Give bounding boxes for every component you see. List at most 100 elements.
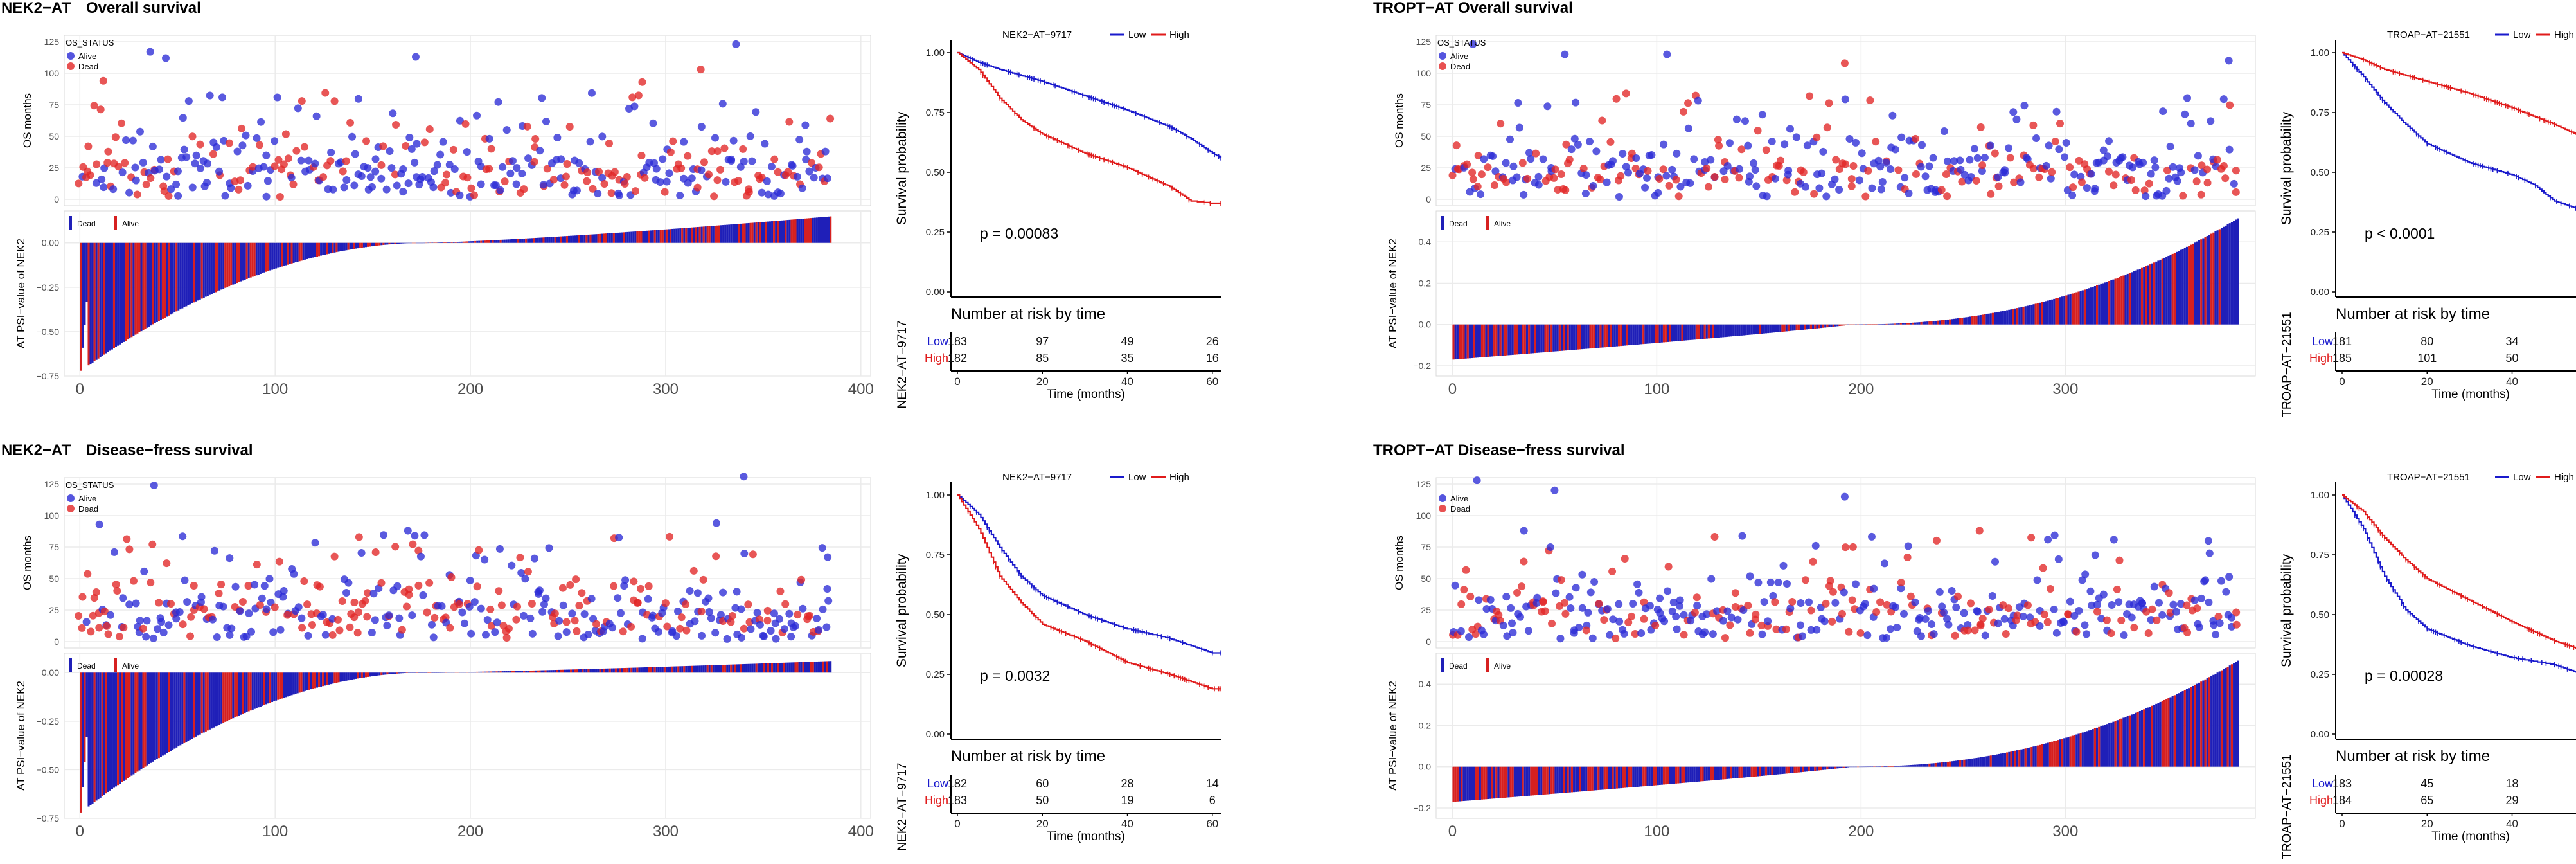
dead-point [2051,137,2059,145]
waterfall-bar [1665,766,1667,785]
waterfall-bar [665,229,668,243]
alive-point [2052,107,2061,116]
waterfall-bar [589,669,592,673]
waterfall-bar [161,672,164,756]
waterfall-bar [565,669,568,673]
waterfall-bar [1742,324,1745,336]
alive-point [587,89,596,97]
alive-point [1986,141,1994,150]
waterfall-bar [333,672,336,683]
waterfall-bar [439,242,441,243]
alive-point [1801,183,1809,191]
waterfall-bar [265,242,268,272]
waterfall-bar [1910,323,1912,325]
waterfall-bar [1785,324,1788,332]
waterfall-bar [445,672,447,673]
waterfall-bar [824,661,826,673]
alive-point [495,544,504,553]
waterfall-bar [605,668,607,673]
waterfall-bar [2212,674,2215,767]
alive-point [665,169,673,177]
scatter-points [1448,40,2240,201]
dead-point [1822,599,1830,608]
waterfall-bar [1513,324,1516,355]
waterfall-bar [431,672,434,673]
alive-point [1878,177,1887,186]
dead-point [1835,165,1843,173]
waterfall-bar [150,672,152,763]
alive-point [1719,167,1728,176]
waterfall-bar [193,672,195,738]
scatter-plot-area [1435,477,2256,649]
scatter-plot-area [64,477,871,649]
waterfall-bar [163,242,166,318]
waterfall-bar [2143,709,2145,767]
waterfall-bar [1994,312,1996,325]
waterfall-bar [404,242,406,244]
waterfall-bar [123,672,125,781]
dead-point [1560,598,1568,607]
waterfall-bar [665,666,668,673]
risk-x-tick-label: 20 [2421,375,2433,388]
km-legend-low: Low [2513,30,2531,40]
dead-point [298,624,306,632]
waterfall-bar [255,242,258,276]
waterfall-bar [1548,324,1551,352]
waterfall-bar [661,667,664,673]
dead-point [1596,176,1604,184]
waterfall-bar [527,238,529,243]
dead-point [1471,630,1480,638]
waterfall-bar [2175,694,2178,767]
waterfall-bar [495,671,498,673]
alive-point [823,584,831,593]
waterfall-bar [388,672,391,674]
waterfall-bar [1734,766,1737,779]
dead-point [355,533,363,541]
dead-point [280,160,288,168]
waterfall-bar [281,672,283,699]
waterfall-bar [544,237,547,243]
waterfall-bar [2045,301,2047,325]
waterfall-bar [531,238,533,243]
alive-point [2091,184,2099,193]
waterfall-bar [1669,324,1671,342]
waterfall-bar [2114,278,2117,325]
alive-point [304,631,312,640]
dead-point [338,597,346,605]
dead-point [1612,94,1621,103]
waterfall-bar [2065,295,2068,325]
waterfall-bar [1795,324,1798,330]
waterfall-bar [2010,752,2012,767]
risk-value: 18 [2506,777,2519,790]
waterfall-bar [736,664,738,673]
waterfall-bar [125,242,127,341]
waterfall-bar [2071,293,2074,325]
dead-point [610,168,619,176]
waterfall-bar [115,242,118,347]
dead-point [289,180,298,188]
waterfall-bar [259,242,262,274]
waterfall-bar [1987,313,1990,325]
waterfall-bar [1887,766,1890,767]
dead-point [815,163,823,172]
alive-point [463,148,471,156]
km-y-tick-label: 0.00 [926,729,945,740]
dead-point [217,580,226,589]
waterfall-bar [1961,760,1964,767]
alive-point [257,118,265,126]
waterfall-bar [197,242,199,301]
alive-point [711,629,720,637]
waterfall-bar [1757,766,1759,777]
waterfall-bar [1650,324,1653,344]
risk-x-tick-label: 20 [1036,375,1049,388]
dead-point [139,624,147,633]
waterfall-bar [2059,739,2061,767]
waterfall-bar [409,242,412,244]
waterfall-bar [1977,315,1980,325]
risk-x-axis-label: Time (months) [2431,388,2510,401]
dead-point [2069,183,2077,192]
waterfall-bar [1658,766,1661,786]
waterfall-bar [1577,324,1579,350]
dead-point [238,124,246,132]
dead-point [1731,589,1739,597]
